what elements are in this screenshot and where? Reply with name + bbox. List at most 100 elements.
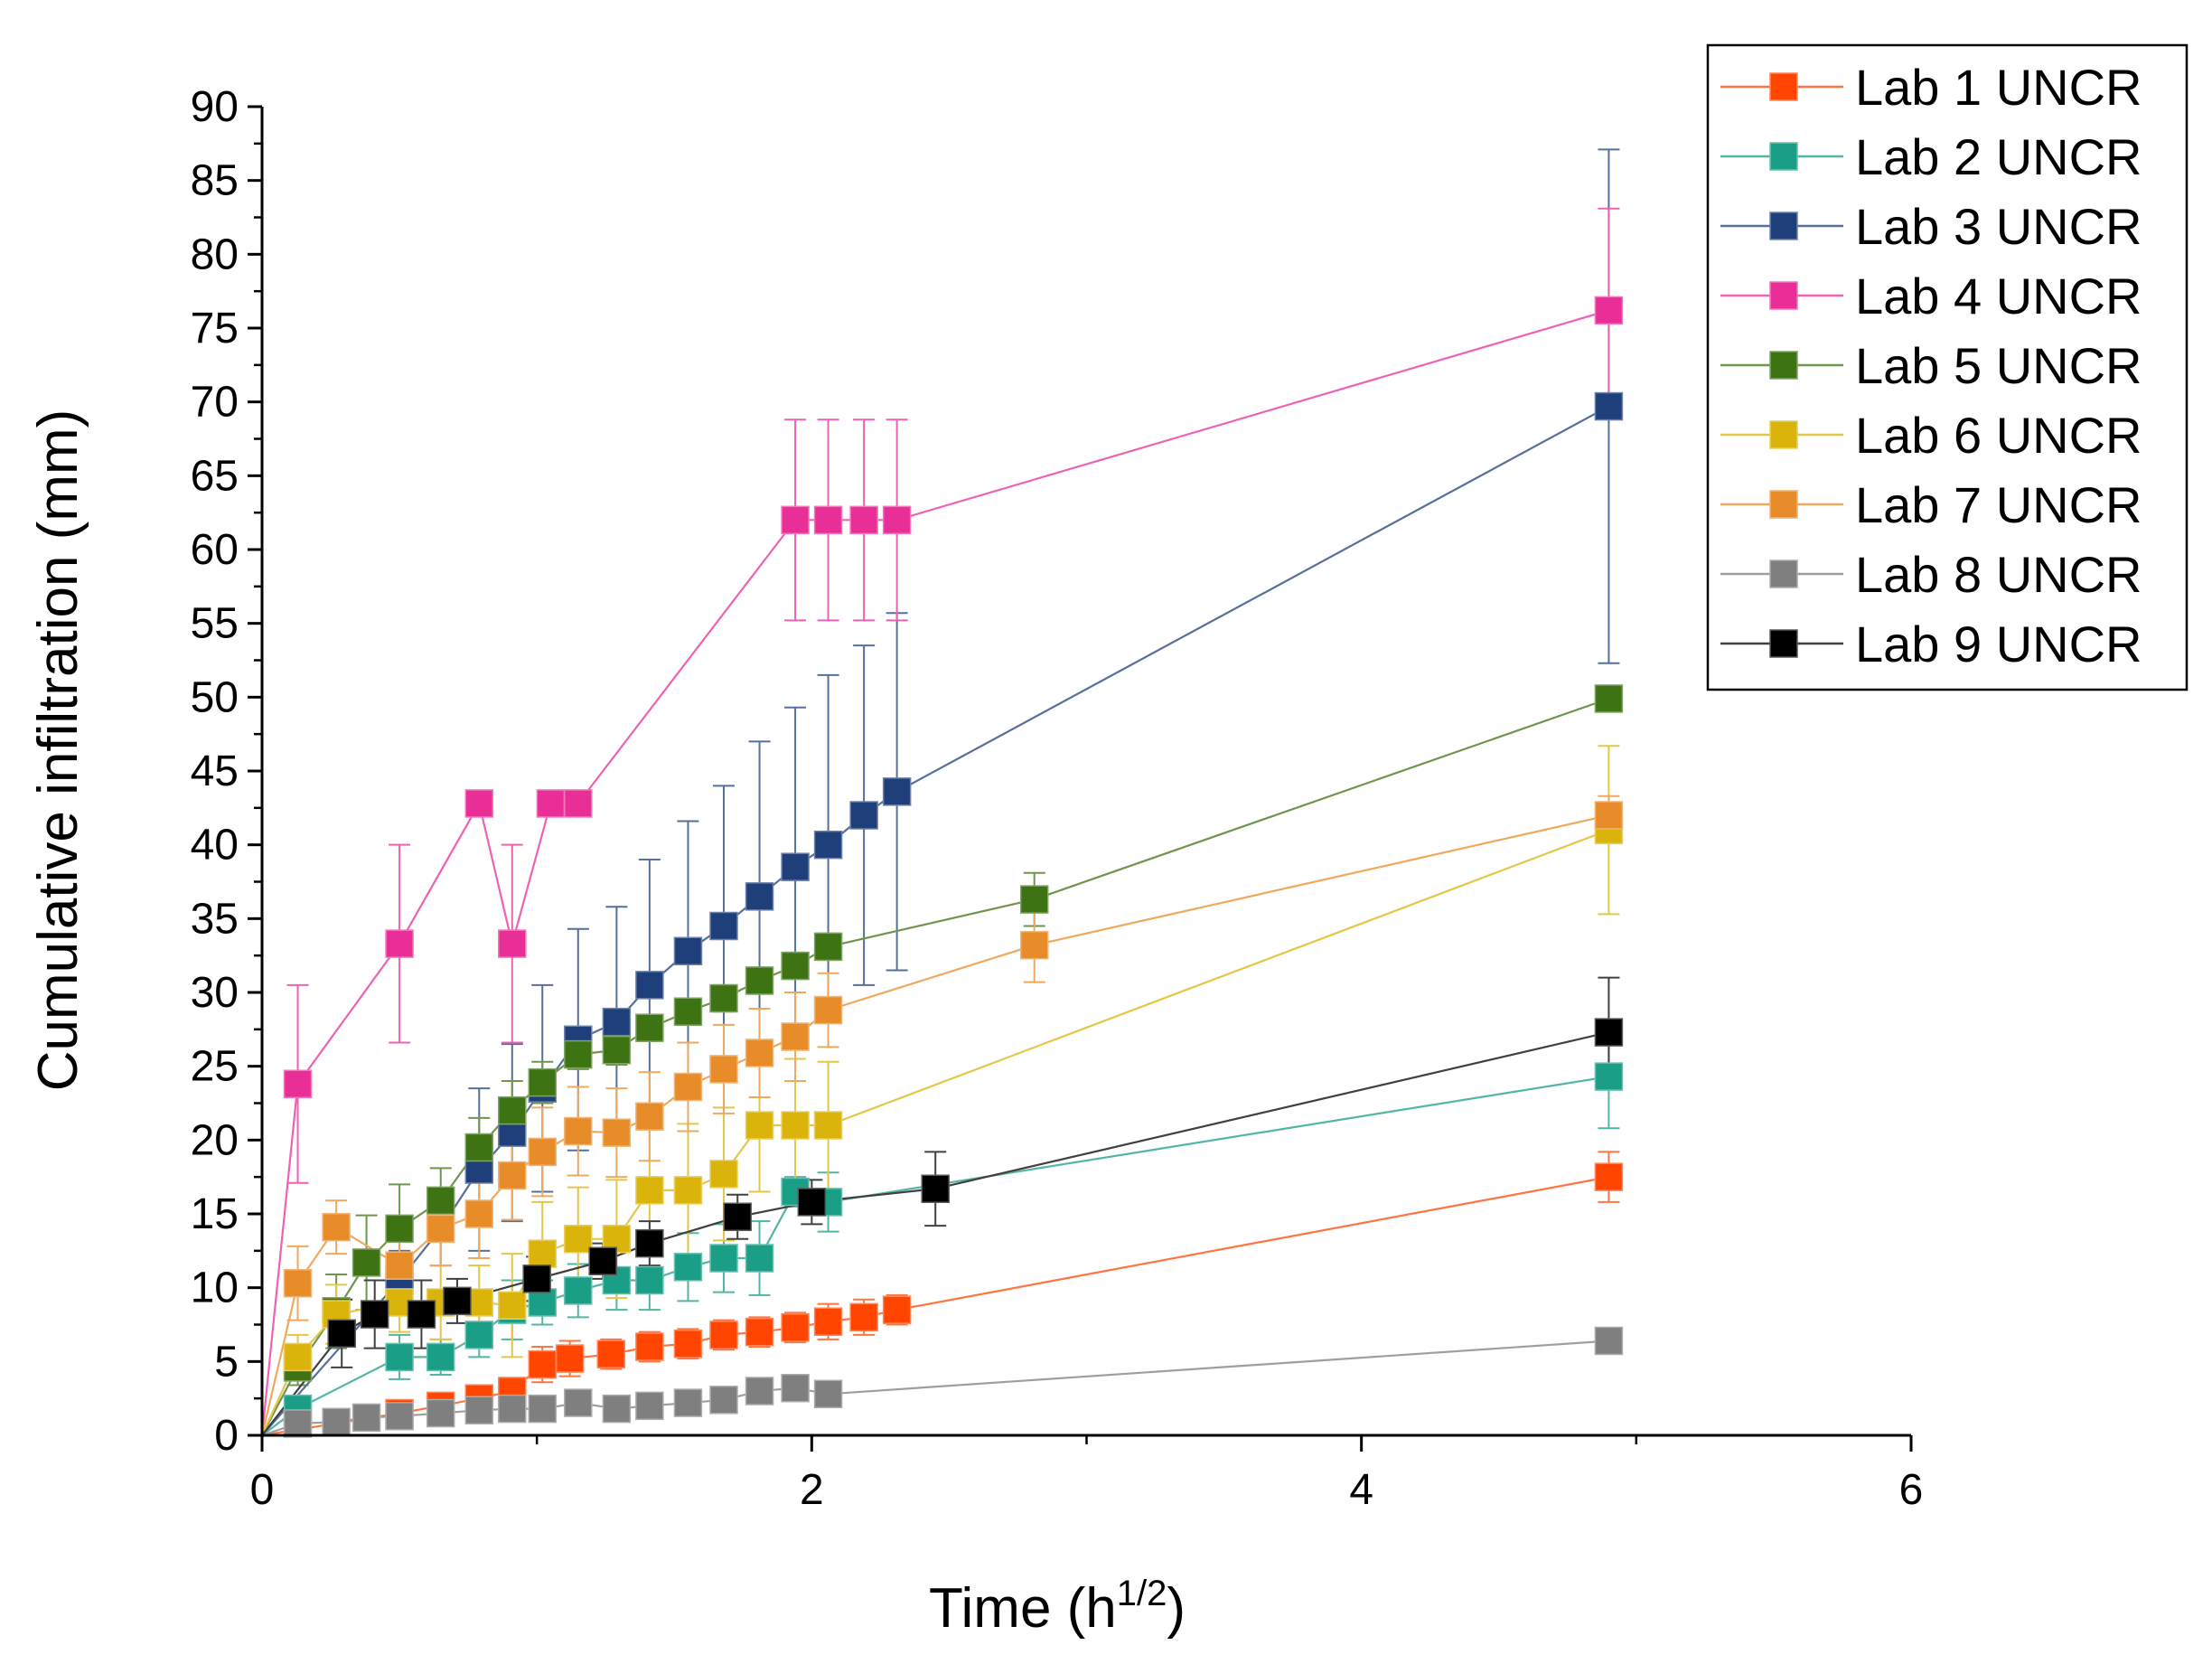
y-tick-label: 30 xyxy=(191,969,239,1017)
legend-entry-lab-5-uncr: Lab 5 UNCR xyxy=(1720,337,2142,394)
data-point-lab-8-uncr xyxy=(781,1373,810,1403)
legend-marker xyxy=(1769,142,1798,171)
series-line-lab-4-uncr xyxy=(260,309,1609,1436)
data-point-lab-4-uncr xyxy=(564,789,593,818)
legend-entry-lab-7-uncr: Lab 7 UNCR xyxy=(1720,476,2142,533)
data-point-lab-8-uncr xyxy=(564,1388,593,1417)
data-point-lab-6-uncr xyxy=(528,1239,557,1268)
legend-entry-lab-3-uncr: Lab 3 UNCR xyxy=(1720,198,2142,255)
data-point-lab-1-uncr xyxy=(528,1349,557,1379)
data-point-lab-1-uncr xyxy=(596,1340,626,1368)
y-tick-label: 50 xyxy=(191,673,239,721)
data-point-lab-8-uncr xyxy=(385,1402,414,1431)
y-tick-label: 5 xyxy=(214,1338,239,1386)
data-point-lab-6-uncr xyxy=(498,1291,527,1321)
data-point-lab-6-uncr xyxy=(564,1225,593,1254)
legend-label: Lab 7 UNCR xyxy=(1855,476,2142,533)
data-point-lab-8-uncr xyxy=(635,1391,664,1421)
data-point-lab-1-uncr xyxy=(555,1344,585,1373)
data-point-lab-3-uncr xyxy=(602,1007,632,1037)
data-point-lab-7-uncr xyxy=(602,1118,632,1147)
data-point-lab-7-uncr xyxy=(781,1022,810,1051)
legend-marker xyxy=(1769,559,1798,588)
data-point-lab-7-uncr xyxy=(564,1116,593,1146)
data-point-lab-4-uncr xyxy=(283,1069,313,1099)
legend-marker xyxy=(1769,420,1798,449)
data-point-lab-4-uncr xyxy=(813,505,843,535)
x-axis-title-superscript: 1/2 xyxy=(1117,1574,1167,1613)
data-point-lab-7-uncr xyxy=(385,1251,414,1280)
data-point-lab-1-uncr xyxy=(849,1302,878,1332)
data-point-lab-4-uncr xyxy=(464,789,494,818)
data-point-lab-3-uncr xyxy=(635,971,664,1000)
legend-entry-lab-4-uncr: Lab 4 UNCR xyxy=(1720,268,2142,324)
data-point-lab-2-uncr xyxy=(464,1321,494,1349)
data-point-lab-4-uncr xyxy=(498,929,527,958)
legend-marker xyxy=(1769,490,1798,519)
data-point-lab-7-uncr xyxy=(635,1102,664,1131)
data-point-lab-2-uncr xyxy=(385,1342,414,1372)
data-point-lab-8-uncr xyxy=(464,1396,494,1424)
data-point-lab-4-uncr xyxy=(849,505,878,535)
data-point-lab-7-uncr xyxy=(426,1214,455,1244)
data-point-lab-2-uncr xyxy=(635,1265,664,1295)
data-point-lab-7-uncr xyxy=(673,1072,703,1102)
series-line-lab-9-uncr xyxy=(261,1031,1609,1436)
data-point-lab-5-uncr xyxy=(745,966,774,995)
data-point-lab-8-uncr xyxy=(283,1409,313,1438)
data-point-lab-9-uncr xyxy=(327,1319,356,1349)
data-point-lab-7-uncr xyxy=(322,1212,351,1242)
data-point-lab-7-uncr xyxy=(283,1269,313,1298)
legend-marker xyxy=(1769,72,1798,101)
data-point-lab-7-uncr xyxy=(1594,801,1624,830)
data-point-lab-6-uncr xyxy=(709,1160,738,1189)
data-point-lab-9-uncr xyxy=(797,1188,827,1217)
data-point-lab-3-uncr xyxy=(709,911,738,941)
data-point-lab-1-uncr xyxy=(1594,1162,1624,1191)
data-point-lab-9-uncr xyxy=(723,1202,752,1232)
y-tick-label: 90 xyxy=(191,83,239,131)
legend-label: Lab 1 UNCR xyxy=(1855,59,2142,116)
data-point-lab-1-uncr xyxy=(781,1313,810,1342)
legend-label: Lab 6 UNCR xyxy=(1855,407,2142,464)
data-point-lab-4-uncr xyxy=(781,505,810,535)
legend-label: Lab 4 UNCR xyxy=(1855,268,2142,324)
data-point-lab-9-uncr xyxy=(635,1228,664,1258)
data-point-lab-8-uncr xyxy=(351,1403,381,1433)
data-point-lab-5-uncr xyxy=(635,1013,664,1042)
data-point-lab-7-uncr xyxy=(464,1199,494,1228)
data-point-lab-5-uncr xyxy=(464,1133,494,1162)
y-tick-label: 0 xyxy=(214,1412,239,1460)
data-point-lab-2-uncr xyxy=(1594,1062,1624,1091)
data-point-lab-4-uncr xyxy=(385,929,414,958)
series-markers-layer xyxy=(283,296,1624,1438)
data-point-lab-8-uncr xyxy=(813,1379,843,1409)
y-axis-title: Cumulative infiltration (mm) xyxy=(27,409,89,1092)
legend-label: Lab 9 UNCR xyxy=(1855,616,2142,672)
x-tick-label: 2 xyxy=(800,1466,824,1514)
y-tick-label: 75 xyxy=(191,305,239,353)
data-point-lab-2-uncr xyxy=(745,1244,774,1273)
y-tick-label: 20 xyxy=(191,1116,239,1164)
data-point-lab-5-uncr xyxy=(351,1248,381,1277)
data-point-lab-6-uncr xyxy=(781,1111,810,1140)
data-point-lab-3-uncr xyxy=(673,936,703,966)
data-point-lab-4-uncr xyxy=(1594,296,1624,325)
data-point-lab-5-uncr xyxy=(602,1035,632,1065)
data-point-lab-5-uncr xyxy=(564,1039,593,1069)
y-tick-label: 35 xyxy=(191,895,239,943)
legend-entry-lab-2-uncr: Lab 2 UNCR xyxy=(1720,128,2142,185)
y-tick-label: 60 xyxy=(191,526,239,574)
y-tick-label: 25 xyxy=(191,1043,239,1091)
data-point-lab-2-uncr xyxy=(564,1276,593,1305)
legend-entry-lab-1-uncr: Lab 1 UNCR xyxy=(1720,59,2142,116)
data-point-lab-9-uncr xyxy=(522,1264,551,1293)
series-line-lab-2-uncr xyxy=(261,1076,1609,1436)
data-point-lab-9-uncr xyxy=(921,1174,950,1203)
series-lines-layer xyxy=(260,309,1609,1437)
x-tick-label: 4 xyxy=(1349,1466,1373,1514)
data-point-lab-7-uncr xyxy=(1019,930,1049,960)
data-point-lab-8-uncr xyxy=(709,1386,738,1415)
